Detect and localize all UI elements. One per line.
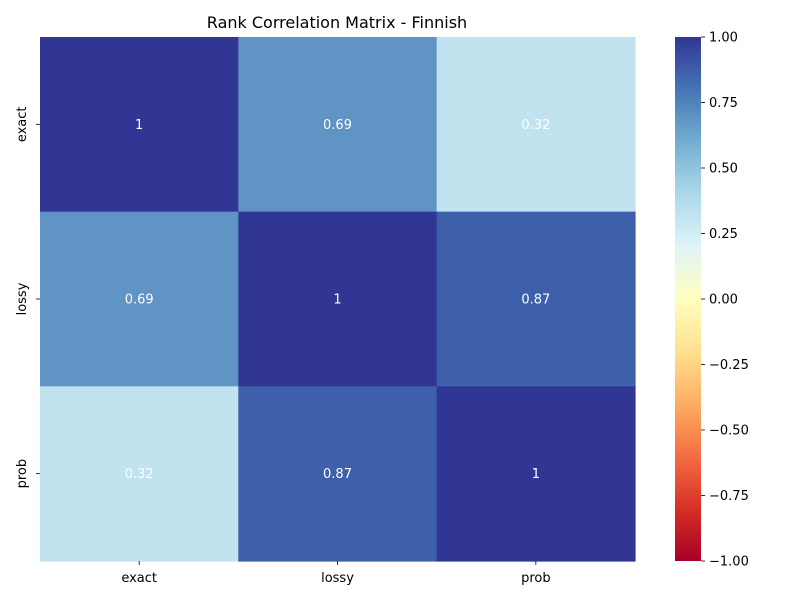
heatmap-cell: [40, 386, 239, 562]
heatmap-cells: [40, 37, 636, 562]
y-axis-ticks: exact lossy prob: [15, 106, 40, 488]
y-tick-label: prob: [15, 459, 30, 489]
heatmap-cell: [40, 211, 239, 387]
colorbar-tick-label: 0.25: [709, 227, 738, 242]
cell-annotations: 1 0.69 0.32 0.69 1 0.87 0.32 0.87 1: [125, 118, 551, 482]
cell-annotation: 1: [532, 467, 540, 482]
cell-annotation: 1: [333, 293, 341, 308]
x-tick-label: prob: [521, 571, 551, 586]
colorbar-tick-label: 0.50: [709, 162, 738, 177]
colorbar-tick-label: 1.00: [709, 31, 738, 46]
colorbar-tick-label: −0.75: [709, 489, 749, 504]
colorbar-ticks: −1.00 −0.75 −0.50 −0.25 0.00 0.25 0.50 0.75 1.00: [701, 31, 749, 570]
colorbar-tick-label: 0.00: [709, 293, 738, 308]
heatmap-cell: [40, 37, 239, 213]
cell-annotation: 0.69: [323, 118, 352, 133]
heatmap-cell: [238, 211, 438, 387]
cell-annotation: 1: [135, 118, 143, 133]
colorbar-tick-label: −0.25: [709, 358, 749, 373]
colorbar-tick-label: 0.75: [709, 96, 738, 111]
cell-annotation: 0.69: [125, 293, 154, 308]
x-tick-label: lossy: [321, 571, 354, 586]
cell-annotation: 0.32: [125, 467, 154, 482]
heatmap-cell: [436, 37, 636, 213]
cell-annotation: 0.87: [323, 467, 352, 482]
colorbar-tick-label: −0.50: [709, 424, 749, 439]
cell-annotation: 0.87: [521, 293, 550, 308]
heatmap-cell: [436, 211, 636, 387]
colorbar-tick-label: −1.00: [709, 555, 749, 570]
x-tick-label: exact: [121, 571, 157, 586]
heatmap-cell: [238, 386, 438, 562]
heatmap-cell: [436, 386, 636, 562]
colorbar: [675, 37, 701, 561]
cell-annotation: 0.32: [521, 118, 550, 133]
y-tick-label: lossy: [15, 282, 30, 315]
x-axis-ticks: exact lossy prob: [121, 561, 551, 586]
chart-title: Rank Correlation Matrix - Finnish: [207, 13, 467, 32]
heatmap-cell: [238, 37, 438, 213]
y-tick-label: exact: [15, 106, 30, 142]
